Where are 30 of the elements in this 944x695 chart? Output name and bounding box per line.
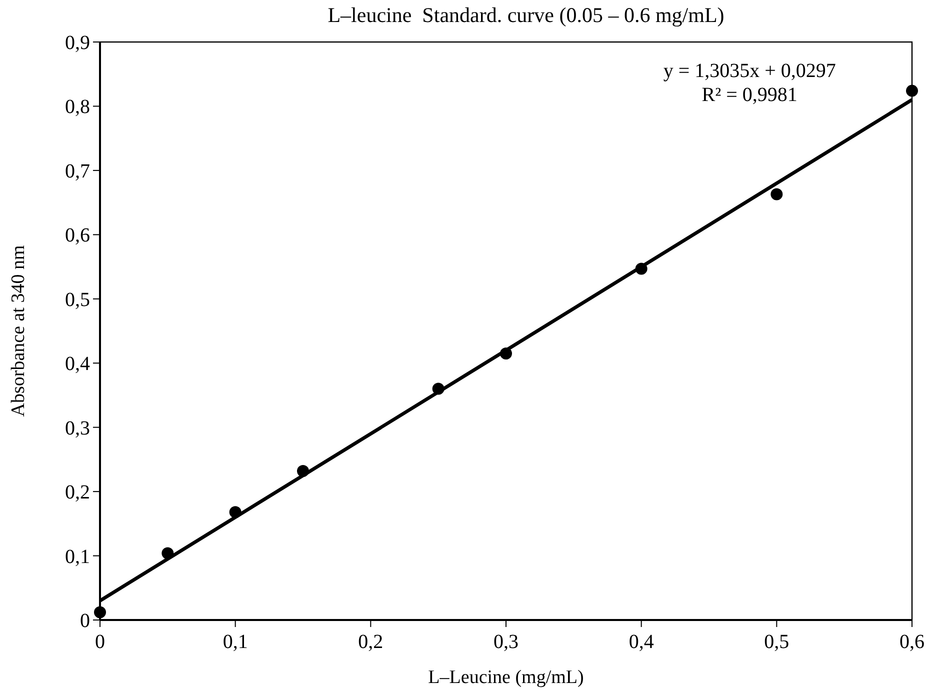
- point: [770, 188, 783, 200]
- y-tick-label: 0,7: [65, 160, 90, 182]
- point: [500, 347, 512, 360]
- x-tick-label: 0,2: [358, 631, 384, 653]
- point: [297, 465, 309, 477]
- y-tick-label: 0,9: [65, 32, 90, 54]
- x-tick-label: 0: [95, 631, 105, 653]
- point: [229, 506, 242, 518]
- y-axis-title: Absorbance at 340 nm: [8, 245, 29, 417]
- y-tick-label: 0,3: [65, 417, 90, 440]
- point: [162, 547, 174, 560]
- y-tick-label: 0,1: [65, 546, 90, 568]
- x-tick-label: 0,6: [900, 631, 924, 653]
- point: [635, 262, 648, 275]
- y-tick-label: 0: [80, 610, 90, 632]
- y-tick-label: 0,5: [65, 288, 90, 311]
- x-tick-label: 0,5: [764, 631, 790, 653]
- y-tick-label: 0,2: [65, 482, 90, 504]
- y-tick-label: 0,4: [65, 353, 90, 376]
- y-tick-label: 0,8: [65, 96, 90, 118]
- x-tick-label: 0,3: [494, 631, 518, 653]
- annotation: y = 1,3035x + 0,0297: [663, 60, 836, 82]
- x-axis-title: L–Leucine (mg/mL): [428, 667, 584, 688]
- y-tick-label: 0,6: [65, 224, 90, 247]
- annotation: R² = 0,9981: [702, 84, 798, 106]
- x-tick-label: 0,4: [628, 631, 654, 653]
- point: [432, 382, 444, 395]
- x-tick-label: 0,1: [222, 631, 248, 653]
- point: [906, 84, 918, 97]
- chart-title: L–leucine Standard. curve (0.05 – 0.6 mg/mL): [328, 3, 724, 27]
